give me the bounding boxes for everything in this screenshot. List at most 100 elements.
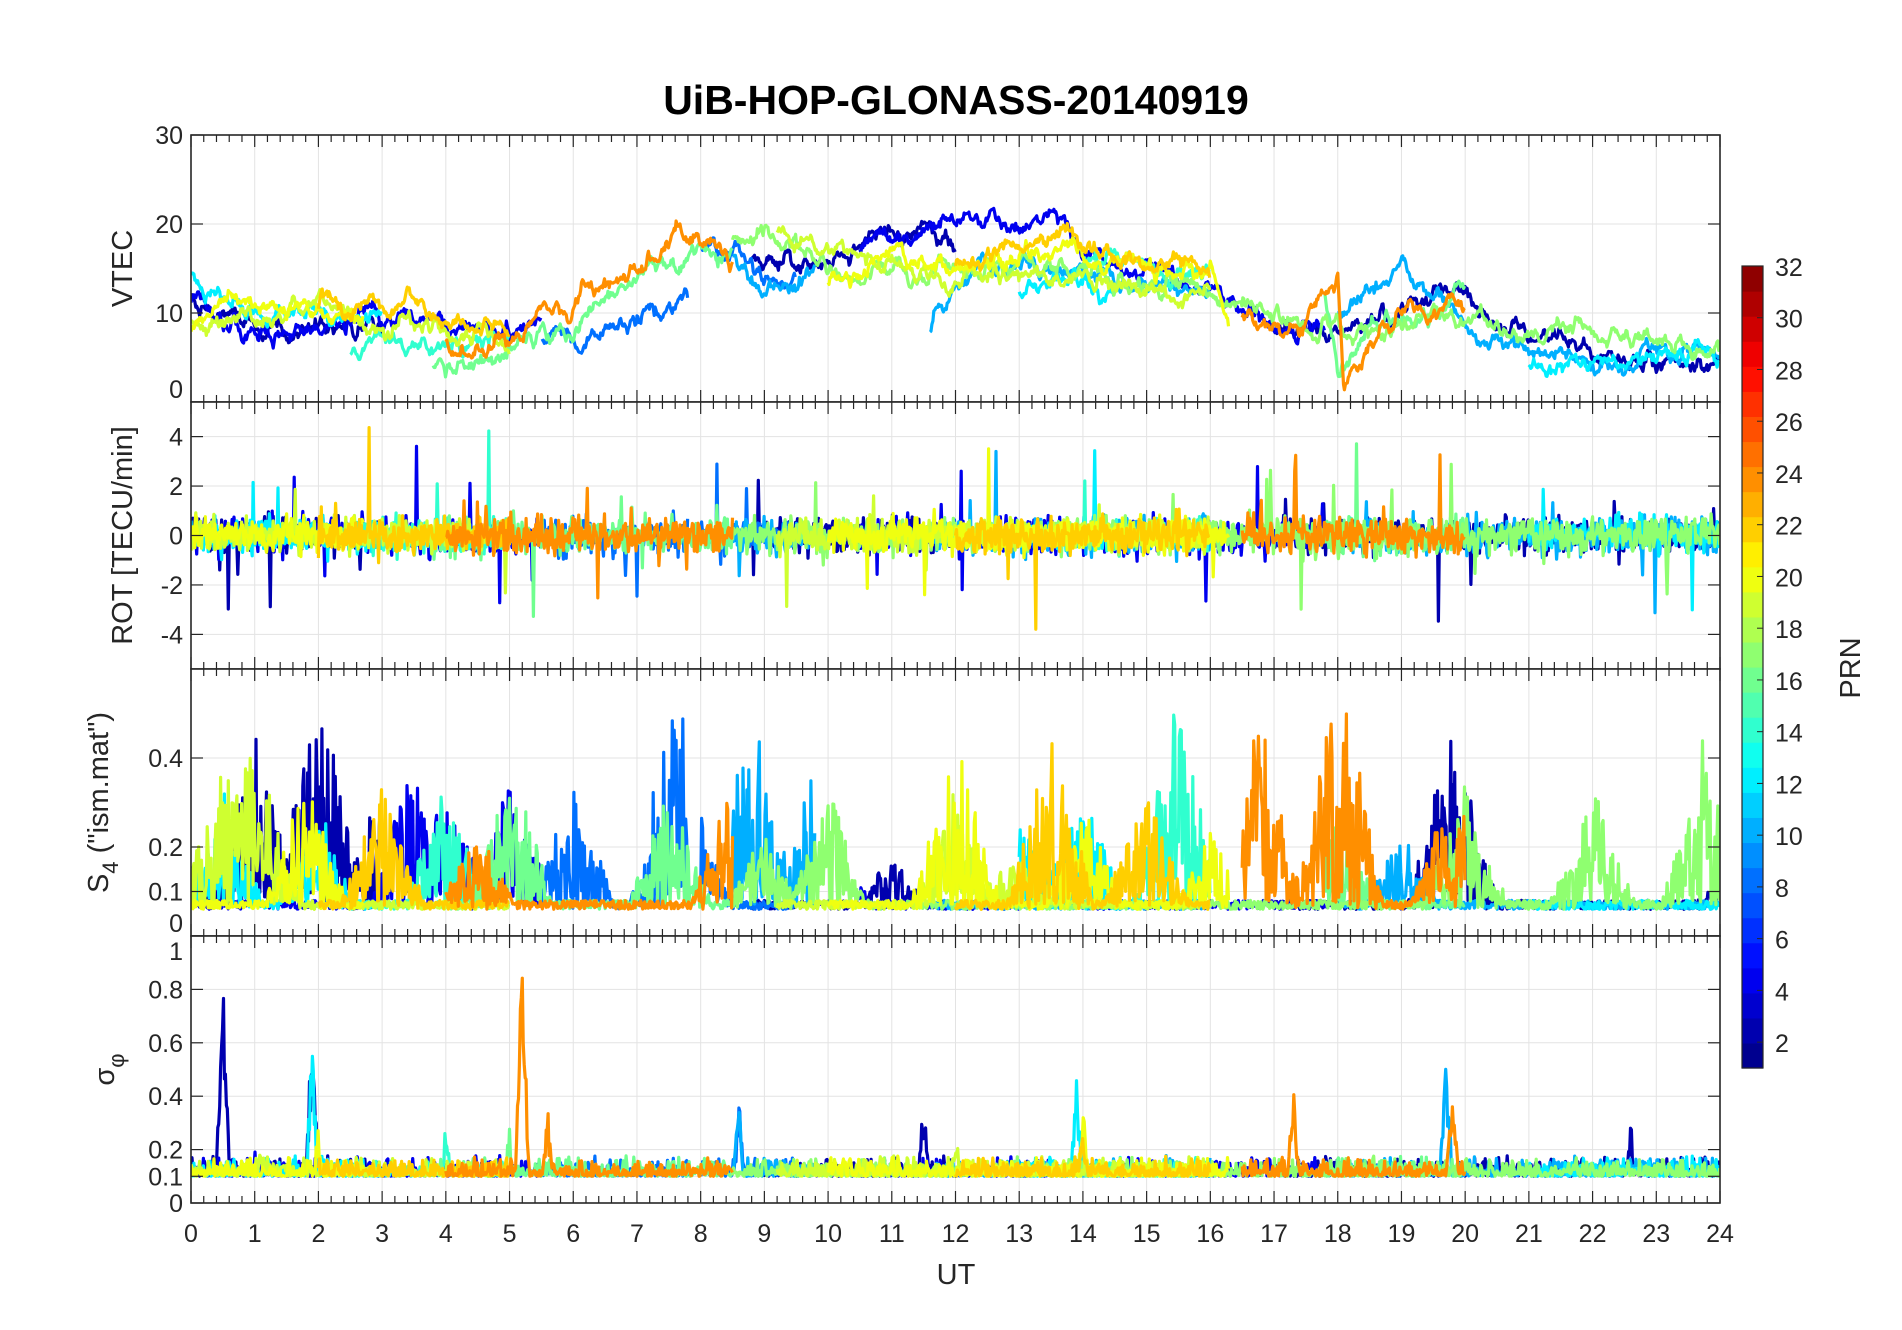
colorbar-tick-label: 20: [1775, 564, 1803, 592]
y-axis-label: VTEC: [107, 230, 139, 307]
y-axis-label-main: σ: [89, 1068, 121, 1086]
y-tick-label: -4: [161, 621, 183, 649]
series-line-prn-24: [1240, 1093, 1467, 1178]
colorbar-tick-label: 14: [1775, 720, 1803, 748]
colorbar-tick-label: 12: [1775, 771, 1803, 799]
y-axis-label-main: ROT [TECU/min]: [107, 426, 139, 645]
colorbar-segment: [1742, 767, 1763, 793]
y-axis-label-suffix: ("ism.mat"): [83, 712, 115, 861]
y-tick-label: 0: [169, 910, 183, 938]
y-axis-label-subscript: 4: [98, 861, 123, 873]
y-tick-label: 0.4: [148, 745, 183, 773]
colorbar-tick-label: 28: [1775, 357, 1803, 385]
series-line-prn-20: [191, 288, 365, 333]
series-line-prn-22: [317, 788, 511, 911]
colorbar-segment: [1742, 616, 1763, 643]
y-tick-label: 0: [169, 523, 183, 551]
colorbar-tick-label: 30: [1775, 306, 1803, 334]
colorbar-frame: [1741, 265, 1764, 1069]
y-tick-label: 0: [169, 1190, 183, 1218]
y-axis-label: ROT [TECU/min]: [107, 426, 139, 645]
panel-s4: 0 0.1 0.2 0.4 S4 ("ism.mat"): [83, 668, 1721, 938]
x-tick-label: 7: [630, 1220, 644, 1248]
y-tick-label: 0.6: [148, 1030, 183, 1058]
y-axis-label-main: S: [83, 874, 115, 893]
x-tick-label: 4: [439, 1220, 453, 1248]
y-tick-label: 2: [169, 473, 183, 501]
series-line-prn-10: [731, 253, 817, 299]
colorbar-tick-label: 6: [1775, 927, 1789, 955]
colorbar-segment: [1742, 516, 1763, 543]
series-line-prn-24: [1240, 271, 1466, 392]
colorbar-segment: [1742, 266, 1763, 292]
y-tick-label: 30: [155, 122, 183, 150]
x-tick-label: 10: [814, 1220, 842, 1248]
y-axis-label: S4 ("ism.mat"): [83, 712, 123, 893]
panel-vtec: 0 10 20 30 VTEC: [107, 122, 1721, 404]
colorbar-segment: [1742, 641, 1763, 668]
y-tick-label: 0.1: [148, 1163, 183, 1191]
x-tick-label: 1: [248, 1220, 262, 1248]
series-line-prn-24: [444, 976, 734, 1178]
y-tick-label: 0.1: [148, 879, 183, 907]
colorbar-label: PRN: [1835, 637, 1867, 698]
x-tick-label: 20: [1451, 1220, 1479, 1248]
colorbar-segment: [1742, 817, 1763, 844]
colorbar-segment: [1742, 867, 1763, 894]
y-tick-label: 20: [155, 211, 183, 239]
series-line-prn-22: [954, 742, 1211, 911]
x-tick-label: 5: [503, 1220, 517, 1248]
y-tick-label: 0.8: [148, 976, 183, 1004]
x-tick-label: 21: [1515, 1220, 1543, 1248]
series-line-prn-24: [444, 801, 735, 911]
series-line-prn-22: [316, 285, 511, 338]
x-tick-label: 0: [184, 1220, 198, 1248]
series-line-prn-24: [1240, 453, 1466, 559]
colorbar-tick-label: 26: [1775, 409, 1803, 437]
colorbar-segment: [1742, 667, 1763, 693]
x-tick-label: 15: [1133, 1220, 1161, 1248]
series-line-prn-10: [1337, 254, 1720, 377]
y-tick-label: 0.2: [148, 1137, 183, 1165]
colorbar-segment: [1742, 366, 1763, 392]
y-axis-label: σφ: [89, 1053, 129, 1085]
y-tick-label: -2: [161, 572, 183, 600]
panel-sigma: 00.10.2 0.4 0.6 0.8 1 σφ: [89, 935, 1721, 1218]
y-tick-label: 10: [155, 300, 183, 328]
series-line-prn-24: [445, 486, 735, 600]
colorbar-tick-label: 2: [1775, 1030, 1789, 1058]
x-tick-label: 2: [311, 1220, 325, 1248]
y-tick-label: 0.4: [148, 1083, 183, 1111]
x-tick-label: 17: [1260, 1220, 1288, 1248]
colorbar-segment: [1742, 792, 1763, 818]
colorbar-segment: [1742, 942, 1763, 969]
series-group: [191, 712, 1720, 911]
x-tick-label: 6: [566, 1220, 580, 1248]
colorbar-segment: [1742, 291, 1763, 317]
x-tick-label: 18: [1324, 1220, 1352, 1248]
x-tick-label: 11: [879, 1220, 905, 1248]
series-line-prn-22: [953, 221, 1212, 278]
panel-rot: -4 -2 0 2 4 ROT [TECU/min]: [107, 401, 1721, 670]
colorbar-tick-label: 4: [1775, 978, 1789, 1006]
series-line-prn-20: [826, 235, 1231, 327]
colorbar-segment: [1742, 1017, 1763, 1044]
series-line-prn-22: [953, 507, 1211, 631]
x-tick-label: 22: [1579, 1220, 1607, 1248]
series-line-prn-8: [540, 287, 690, 355]
y-tick-label: 4: [169, 424, 183, 452]
y-tick-label: 0: [169, 376, 183, 404]
y-tick-label: 0.2: [148, 834, 183, 862]
series-group: [191, 426, 1720, 631]
series-group: [191, 206, 1720, 392]
colorbar-segment: [1742, 316, 1763, 342]
colorbar-segment: [1742, 416, 1763, 443]
x-tick-label: 12: [942, 1220, 970, 1248]
colorbar-segment: [1742, 992, 1763, 1019]
colorbar-segment: [1742, 742, 1763, 768]
series-line-prn-17: [730, 223, 1720, 361]
chart-title: UiB-HOP-GLONASS-20140919: [663, 77, 1249, 123]
